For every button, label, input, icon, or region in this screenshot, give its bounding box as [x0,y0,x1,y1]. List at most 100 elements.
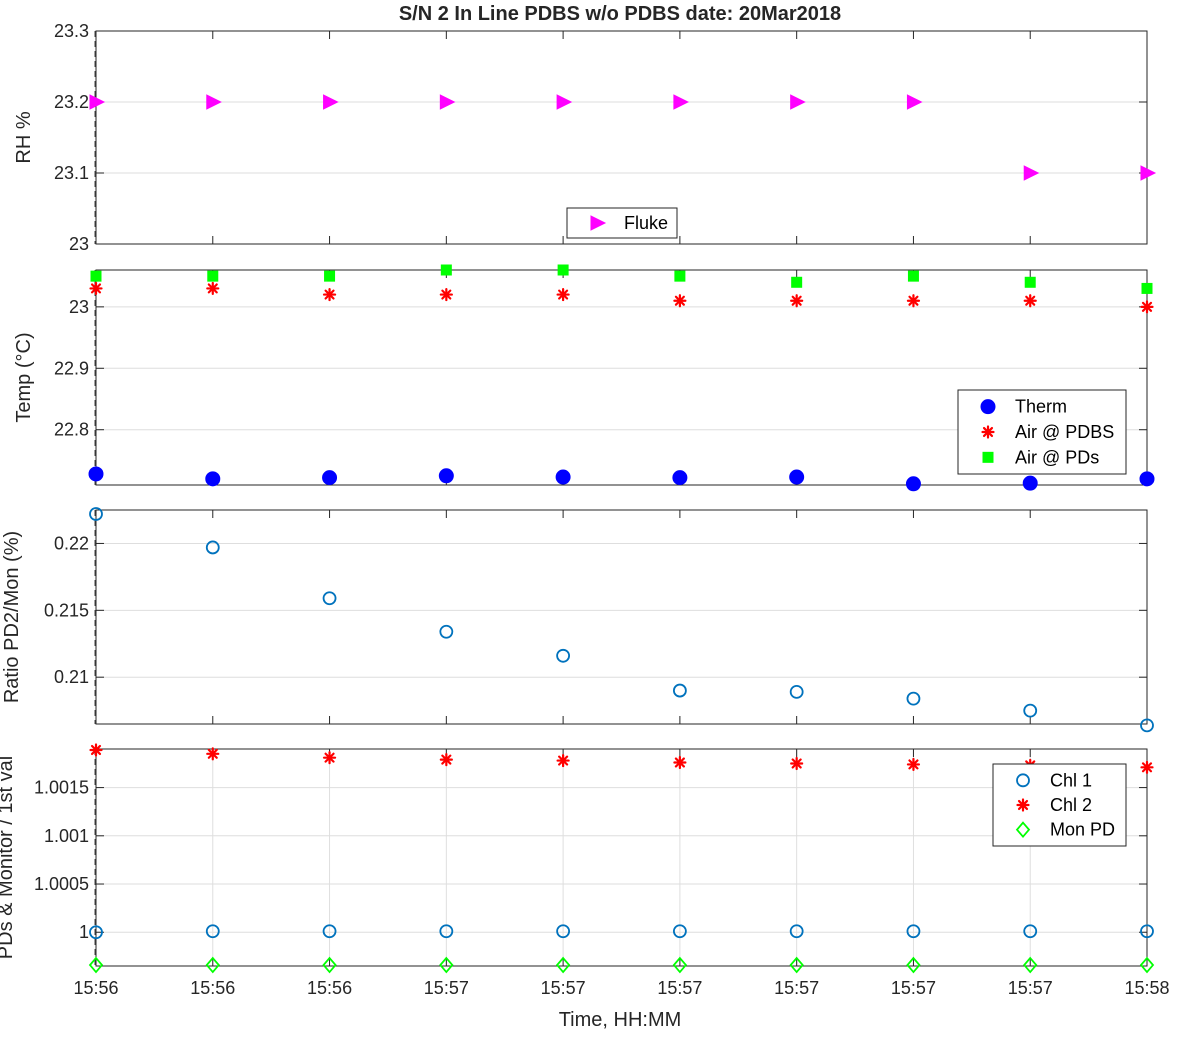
data-point [322,470,338,486]
data-point [1024,276,1036,288]
data-point [906,94,923,110]
data-point [205,924,220,939]
x-tick-label: 15:57 [657,978,702,998]
y-tick-label: 23 [69,234,89,254]
data-point [322,287,337,302]
x-axis-label: Time, HH:MM [559,1009,682,1031]
data-point [205,540,220,555]
data-point [791,276,803,288]
data-point [790,294,804,308]
x-tick-label: 15:57 [541,978,586,998]
y-tick-label: 23 [69,297,89,317]
data-point [322,591,337,606]
y-axis-label: RH % [13,111,35,163]
legend-box [566,207,678,239]
x-tick-label: 15:56 [190,978,235,998]
subplot-2: 22.8 22.9 23 Temp (°C) Therm Air @ PDBS Air @ … [13,264,1155,492]
data-point [672,924,687,939]
data-point [206,281,220,296]
x-tick-label: 15:57 [774,978,819,998]
y-tick-label: 22.8 [54,420,89,440]
data-point [89,507,103,521]
data-point [789,924,804,939]
legend: Fluke [566,207,678,239]
legend-entry: Therm [1015,397,1067,417]
legend-marker [982,451,994,463]
data-point [672,956,688,974]
data-point [1023,165,1040,181]
data-point [439,94,456,110]
data-point [906,956,921,974]
data-point [906,691,921,706]
y-tick-label: 1.0005 [34,874,89,894]
data-point [789,956,804,974]
data-point [556,753,570,768]
legend-marker [1016,798,1030,812]
legend: Chl 1 Chl 2 Mon PD [992,763,1127,847]
y-tick-label: 0.21 [54,667,89,687]
series-group [89,507,1154,733]
subplot-3: 0.21 0.215 0.22 Ratio PD2/Mon (%) [1,507,1154,733]
data-point [556,94,573,110]
data-point [206,94,222,110]
data-point [322,956,337,974]
data-point [672,470,688,486]
x-tick-label: 15:57 [1008,978,1053,998]
data-point [673,755,687,770]
data-point [324,270,336,282]
x-tick-labels: 15:56 15:56 15:56 15:57 15:57 15:57 15:57 15:57… [73,978,1169,998]
x-tick-label: 15:57 [424,978,469,998]
data-point [88,466,104,482]
y-tick-label: 22.9 [54,358,89,378]
axes-frame [95,30,1148,245]
data-point [790,94,806,110]
data-point [673,294,687,308]
data-point [1140,718,1154,733]
data-point [790,756,804,771]
data-point [322,751,337,765]
legend-marker [981,425,995,439]
data-point [555,469,571,485]
data-point [1139,471,1155,487]
data-point [1140,924,1154,939]
data-point [789,469,805,485]
data-point [556,648,571,663]
data-point [1023,956,1038,974]
data-point [555,956,571,974]
y-tick-label: 1 [79,922,89,942]
data-point [1023,703,1038,718]
data-point [322,924,337,939]
x-tick-label: 15:56 [73,978,118,998]
data-point [673,94,690,110]
subplot-4: 1 1.0005 1.001 1.0015 PDs & Monitor / 1st va… [0,743,1155,974]
data-point [906,294,921,308]
legend-entry: Mon PD [1050,820,1115,840]
data-point [439,287,453,302]
y-tick-label: 0.215 [44,600,89,620]
legend-entry: Fluke [624,213,668,233]
data-point [557,264,569,276]
legend-entry: Chl 2 [1050,795,1092,815]
x-tick-label: 15:56 [307,978,352,998]
data-point [89,743,103,757]
data-point [205,471,221,487]
data-point [90,270,102,282]
data-point [1023,924,1038,939]
data-point [1022,475,1038,491]
legend-entry: Air @ PDBS [1015,422,1114,442]
legend: Therm Air @ PDBS Air @ PDs [957,389,1127,475]
data-point [556,287,570,302]
data-point [439,624,454,639]
data-point [1140,165,1157,181]
data-point [89,925,103,940]
legend-box [992,763,1127,847]
series-group [89,94,1157,181]
data-point [1140,300,1154,314]
data-point [556,924,571,939]
data-point [1023,294,1037,308]
axes-frame [95,269,1148,486]
data-point [205,956,220,974]
data-point [1141,282,1153,294]
y-tick-label: 1.0015 [34,778,89,798]
data-point [906,924,921,939]
